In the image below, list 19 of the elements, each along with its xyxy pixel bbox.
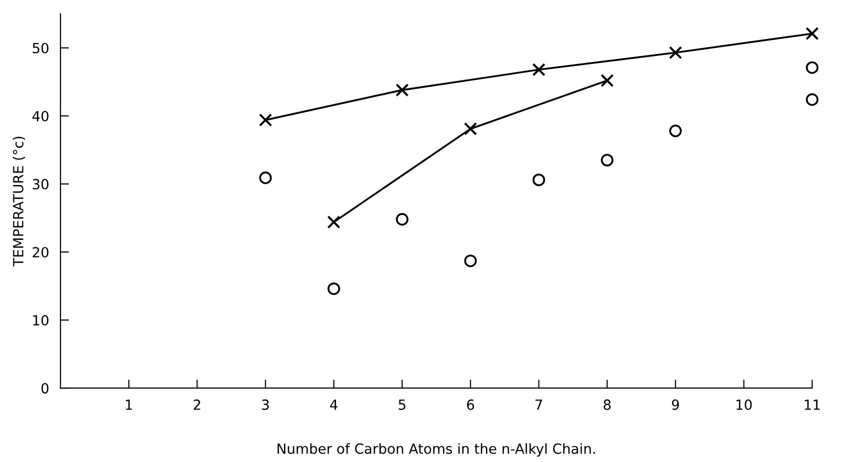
x-tick-label: 4 — [330, 400, 338, 410]
x-tick-label: 8 — [604, 399, 611, 410]
x-tick-label: 3 — [262, 399, 269, 410]
x-tick-label: 6 — [467, 399, 474, 410]
y-tick-label: 40 — [32, 110, 48, 122]
x-tick-label: 7 — [536, 400, 542, 410]
x-tick-label: 1 — [126, 400, 132, 410]
x-tick-label: 10 — [736, 399, 752, 410]
x-tick-label: 9 — [672, 399, 679, 410]
y-tick-label: 30 — [32, 178, 48, 190]
y-tick-label: 20 — [32, 246, 48, 258]
x-tick-label: 11 — [804, 400, 820, 410]
y-tick-label: 10 — [33, 315, 48, 326]
y-axis-title: TEMPERATURE (°c) — [12, 136, 26, 266]
x-tick-label: 5 — [398, 400, 406, 410]
x-tick-label: 2 — [194, 399, 200, 410]
x-axis-title: Number of Carbon Atoms in the n-Alkyl Chain. — [278, 443, 595, 457]
y-tick-label: 0 — [41, 383, 48, 394]
y-tick-label: 50 — [32, 42, 48, 54]
